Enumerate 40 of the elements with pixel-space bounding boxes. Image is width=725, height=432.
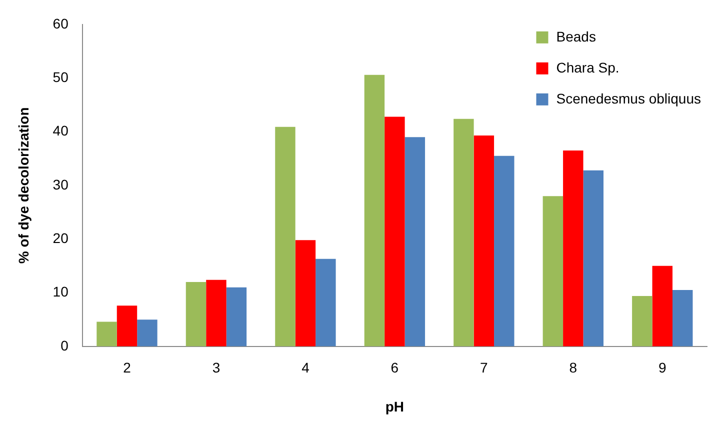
- bar: [137, 320, 158, 346]
- bar: [206, 280, 226, 346]
- y-tick-label: 40: [52, 122, 69, 139]
- y-tick-label: 10: [52, 284, 69, 300]
- bar: [454, 118, 474, 346]
- bar: [226, 287, 247, 346]
- bar: [295, 240, 316, 346]
- x-tick-label: 2: [123, 360, 132, 376]
- bar: [583, 170, 604, 346]
- x-tick-label: 8: [569, 360, 578, 376]
- legend-label: Chara Sp.: [556, 59, 620, 76]
- x-tick-label: 3: [212, 360, 220, 376]
- bar: [275, 126, 296, 346]
- y-tick-label: 50: [52, 68, 69, 85]
- y-tick-label: 20: [52, 230, 69, 246]
- bar: [316, 258, 336, 346]
- bar: [672, 290, 693, 346]
- legend-label: Beads: [556, 28, 596, 44]
- x-tick-label: 7: [480, 360, 488, 376]
- y-tick-label: 0: [60, 337, 69, 354]
- bar: [364, 74, 385, 346]
- bar: [384, 116, 405, 346]
- x-tick-label: 4: [302, 360, 310, 376]
- bar: [116, 306, 138, 346]
- bar: [404, 137, 426, 346]
- bar: [632, 296, 652, 346]
- y-axis-title: % of dye decolorization: [15, 107, 32, 264]
- y-tick-label: 60: [52, 15, 69, 32]
- bar: [474, 135, 494, 346]
- bar: [186, 282, 206, 346]
- bar: [563, 150, 584, 346]
- bar: [96, 322, 117, 346]
- y-tick-label: 30: [52, 176, 69, 192]
- bar: [652, 266, 672, 346]
- x-tick-label: 9: [658, 360, 666, 376]
- x-axis-title: pH: [385, 398, 404, 414]
- bar: [494, 156, 514, 346]
- x-tick-label: 6: [390, 360, 399, 376]
- legend-label: Scenedesmus obliquus: [556, 90, 702, 106]
- bar: [542, 196, 564, 346]
